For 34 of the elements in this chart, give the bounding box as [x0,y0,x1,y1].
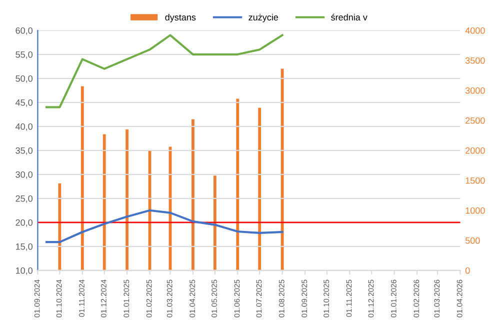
y2-tick-label: 4000 [465,27,485,34]
y2-tick-label: 3500 [465,57,485,64]
y-tick-label: 40,0 [16,123,33,131]
legend-label: średnia v [331,14,368,20]
legend-label: zużycie [248,14,278,22]
y2-tick-label: 500 [465,237,480,244]
line-series [45,209,284,244]
y2-tick-label: 1500 [466,177,485,184]
y-tick-label: 30,0 [16,171,33,179]
y-tick-label: 55,0 [16,51,33,59]
line-series [45,34,284,108]
y-tick-label: 25,0 [16,195,33,203]
y2-tick-label: 0 [465,267,470,274]
legend-label: dystans [165,14,196,22]
bar [258,108,262,270]
y-tick-label: 10,0 [16,267,33,275]
bar [126,129,129,270]
bar [213,176,216,270]
y-tick-label: 45,0 [16,99,33,107]
bar [280,68,284,270]
y2-tick-label: 1000 [466,207,485,214]
y-tick-label: 60,0 [16,27,33,35]
bar [102,134,106,270]
bar [236,98,240,270]
y-tick-label: 50,0 [16,75,33,83]
y2-tick-label: 2000 [466,147,485,154]
bar [80,86,84,270]
y-tick-label: 20,0 [16,219,33,227]
y-tick-label: 35,0 [16,147,33,155]
bar [192,119,194,270]
y2-tick-label: 2500 [466,117,485,124]
y-tick-label: 15,0 [16,243,33,251]
bar [58,183,62,270]
y2-tick-label: 3000 [465,87,485,94]
